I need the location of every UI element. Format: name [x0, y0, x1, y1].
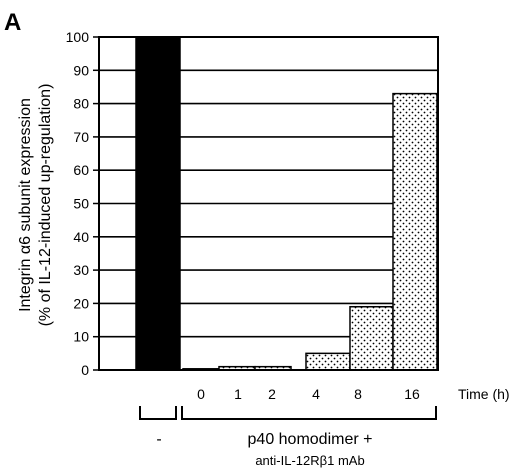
bar-control [135, 36, 181, 371]
y-tick-label: 20 [73, 295, 89, 311]
group-label-treatment: p40 homodimer + [248, 431, 373, 448]
y-axis-ticks: 0 10 20 30 40 50 60 70 80 90 100 [66, 29, 99, 378]
bars [135, 36, 438, 371]
x-tick-label: 16 [404, 386, 420, 402]
x-axis-title: Time (h) [458, 386, 510, 402]
y-tick-label: 70 [73, 129, 89, 145]
y-tick-label: 90 [73, 62, 89, 78]
x-tick-label: 4 [312, 386, 320, 402]
y-tick-label: 60 [73, 162, 89, 178]
group-sublabel-treatment: anti-IL-12Rβ1 mAb [255, 453, 364, 468]
y-tick-label: 100 [66, 29, 90, 45]
y-tick-label: 10 [73, 329, 89, 345]
x-tick-label: 1 [234, 386, 242, 402]
y-tick-label: 50 [73, 196, 89, 212]
group-brackets [139, 406, 437, 420]
bar-4h [305, 352, 351, 371]
y-tick-label: 30 [73, 262, 89, 278]
y-tick-label: 80 [73, 96, 89, 112]
x-tick-label: 0 [197, 386, 205, 402]
y-tick-label: 40 [73, 229, 89, 245]
x-axis-tick-labels: 0 1 2 4 8 16 [197, 386, 420, 402]
group-label-control: - [156, 431, 161, 448]
bracket-control [139, 406, 177, 420]
y-axis-title-line2: (% of IL-12-induced up-regulation) [37, 84, 54, 327]
x-tick-label: 2 [268, 386, 276, 402]
plot-border [98, 36, 439, 371]
y-axis-title: Integrin α6 subunit expression (% of IL-… [17, 84, 54, 327]
panel-label: A [4, 9, 21, 36]
bar-16h [392, 92, 438, 371]
plot-frame [98, 36, 439, 371]
bar-8h [349, 305, 394, 371]
x-tick-label: 8 [354, 386, 362, 402]
y-axis-title-line1: Integrin α6 subunit expression [17, 98, 34, 312]
y-tick-label: 0 [81, 362, 89, 378]
bracket-treatment [181, 406, 437, 420]
